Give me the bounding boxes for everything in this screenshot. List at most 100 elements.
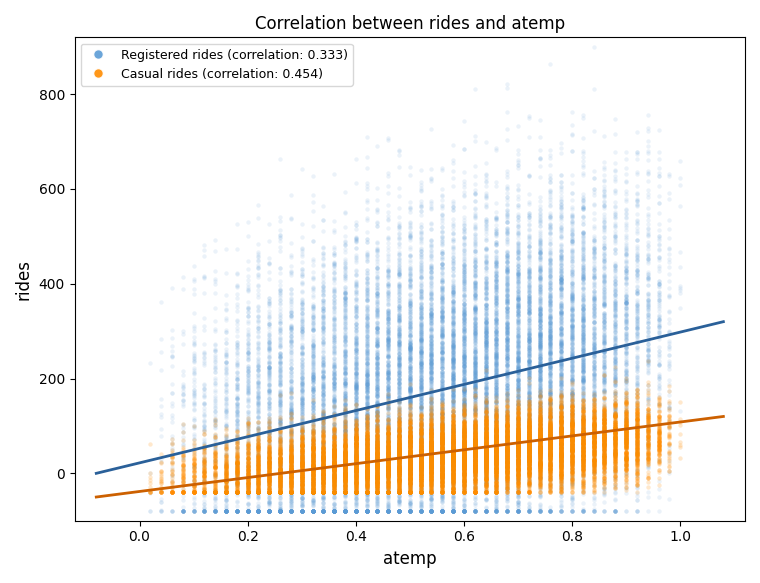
Point [393, 279, 405, 289]
Point [512, 458, 524, 467]
Point [339, 507, 351, 516]
Point [350, 371, 362, 381]
Point [480, 432, 492, 441]
Point [426, 427, 438, 437]
Point [328, 507, 340, 516]
Point [544, 428, 556, 437]
Point [566, 412, 578, 422]
Point [231, 487, 243, 497]
Point [414, 409, 426, 419]
Point [587, 370, 600, 379]
Point [436, 443, 448, 452]
Point [501, 367, 513, 377]
Point [458, 451, 470, 461]
Point [458, 453, 470, 462]
Point [198, 484, 211, 493]
Point [577, 413, 589, 423]
Point [480, 361, 492, 371]
Point [490, 487, 502, 496]
Point [328, 424, 340, 434]
Point [544, 487, 556, 497]
Point [566, 415, 578, 424]
Point [555, 423, 567, 432]
Point [577, 299, 589, 308]
Point [414, 477, 426, 487]
Point [652, 427, 664, 437]
Point [317, 415, 329, 424]
Point [523, 326, 535, 335]
Point [544, 312, 556, 322]
Point [641, 136, 654, 146]
Point [328, 349, 340, 358]
Point [263, 474, 275, 483]
Point [631, 469, 643, 479]
Point [458, 470, 470, 480]
Point [360, 449, 372, 459]
Point [610, 434, 622, 443]
Point [306, 428, 318, 437]
Point [231, 440, 243, 449]
Point [512, 342, 524, 351]
Point [382, 507, 394, 516]
Point [501, 299, 513, 308]
Point [350, 434, 362, 443]
Point [372, 447, 384, 456]
Point [350, 458, 362, 467]
Point [555, 307, 567, 317]
Point [296, 455, 308, 464]
Point [447, 397, 459, 406]
Point [480, 478, 492, 487]
Point [480, 436, 492, 445]
Point [436, 442, 448, 452]
Point [501, 475, 513, 484]
Point [501, 283, 513, 293]
Point [360, 326, 372, 335]
Point [566, 409, 578, 419]
Point [263, 417, 275, 427]
Point [447, 444, 459, 453]
Point [480, 331, 492, 340]
Point [274, 466, 287, 475]
Point [252, 323, 264, 332]
Point [436, 507, 448, 516]
Point [598, 338, 610, 347]
Point [577, 419, 589, 428]
Point [436, 448, 448, 458]
Point [587, 455, 600, 464]
Point [566, 401, 578, 410]
Point [523, 491, 535, 501]
Point [393, 464, 405, 473]
Point [555, 442, 567, 452]
Point [458, 450, 470, 459]
Point [544, 342, 556, 351]
Point [534, 217, 546, 227]
Point [404, 449, 416, 459]
Point [263, 472, 275, 482]
Point [252, 453, 264, 462]
Point [306, 384, 318, 393]
Point [490, 479, 502, 488]
Point [144, 469, 157, 478]
Point [155, 394, 167, 403]
Point [512, 435, 524, 444]
Point [501, 462, 513, 472]
Point [220, 507, 232, 516]
Point [220, 481, 232, 490]
Point [480, 265, 492, 275]
Point [577, 311, 589, 321]
Point [252, 317, 264, 326]
Point [447, 331, 459, 340]
Point [587, 448, 600, 458]
Point [393, 497, 405, 506]
Point [328, 445, 340, 454]
Point [404, 415, 416, 424]
Point [523, 417, 535, 426]
Point [512, 413, 524, 423]
Point [274, 459, 287, 468]
Point [534, 371, 546, 381]
Point [490, 411, 502, 420]
Point [610, 419, 622, 429]
Point [480, 438, 492, 447]
Point [306, 355, 318, 364]
Point [501, 465, 513, 475]
